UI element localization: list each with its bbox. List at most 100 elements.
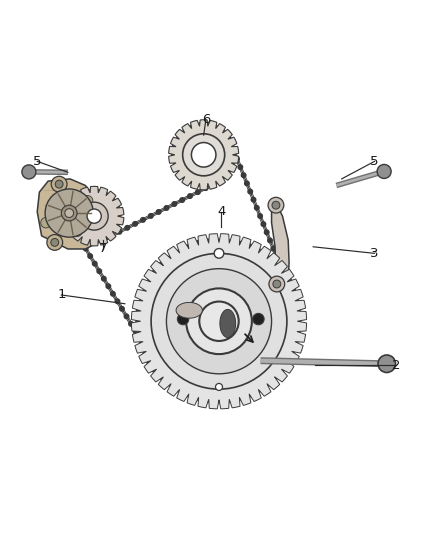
Circle shape [174, 166, 179, 171]
Circle shape [152, 359, 156, 364]
Circle shape [284, 279, 289, 284]
Circle shape [231, 239, 236, 244]
Circle shape [223, 131, 227, 136]
Circle shape [47, 235, 63, 251]
Circle shape [83, 246, 88, 251]
Circle shape [153, 269, 157, 274]
Circle shape [268, 238, 272, 243]
Circle shape [138, 301, 142, 305]
Polygon shape [272, 201, 289, 288]
Circle shape [272, 201, 280, 209]
Circle shape [276, 264, 281, 269]
Circle shape [51, 238, 59, 246]
Circle shape [133, 222, 138, 226]
Circle shape [165, 256, 170, 261]
Circle shape [125, 225, 130, 230]
Polygon shape [131, 233, 307, 409]
Circle shape [282, 271, 286, 276]
Circle shape [199, 122, 204, 127]
Circle shape [97, 269, 102, 273]
Circle shape [251, 197, 256, 202]
Circle shape [164, 380, 168, 385]
Circle shape [61, 205, 77, 221]
Circle shape [297, 312, 302, 316]
Circle shape [191, 124, 195, 129]
Circle shape [188, 194, 192, 198]
Circle shape [213, 238, 218, 243]
Circle shape [211, 182, 216, 187]
Circle shape [287, 287, 292, 292]
Circle shape [186, 179, 191, 183]
Circle shape [172, 149, 176, 154]
Circle shape [269, 276, 285, 292]
Circle shape [69, 224, 74, 229]
Circle shape [171, 151, 176, 156]
Circle shape [253, 313, 264, 325]
Circle shape [141, 217, 145, 222]
Circle shape [256, 248, 260, 253]
Circle shape [201, 122, 206, 127]
Circle shape [140, 292, 145, 297]
Circle shape [183, 128, 188, 133]
Circle shape [172, 201, 177, 206]
Circle shape [74, 231, 78, 236]
Circle shape [196, 190, 200, 195]
Circle shape [22, 165, 36, 179]
Circle shape [124, 314, 129, 319]
Circle shape [80, 202, 108, 230]
Circle shape [147, 360, 152, 365]
Polygon shape [220, 310, 236, 337]
Circle shape [291, 295, 295, 300]
Circle shape [143, 352, 148, 357]
Circle shape [210, 123, 215, 128]
Circle shape [378, 355, 396, 373]
Circle shape [231, 155, 236, 160]
Circle shape [294, 303, 299, 308]
Circle shape [51, 176, 67, 192]
Circle shape [271, 246, 276, 251]
Circle shape [67, 207, 72, 212]
Circle shape [177, 313, 189, 325]
Circle shape [294, 294, 298, 299]
Circle shape [241, 173, 246, 177]
Text: 2: 2 [392, 359, 401, 372]
Circle shape [296, 303, 300, 308]
Circle shape [107, 234, 112, 239]
Circle shape [180, 198, 184, 203]
Circle shape [258, 214, 262, 219]
Polygon shape [176, 302, 202, 318]
Circle shape [245, 181, 249, 185]
Circle shape [151, 253, 287, 389]
Circle shape [268, 197, 284, 213]
Circle shape [45, 189, 93, 237]
Circle shape [190, 166, 195, 170]
Circle shape [164, 206, 169, 210]
Circle shape [148, 277, 152, 281]
Circle shape [87, 209, 101, 223]
Circle shape [240, 241, 244, 246]
Circle shape [199, 302, 239, 341]
Circle shape [161, 374, 165, 379]
Circle shape [156, 209, 161, 214]
Circle shape [88, 254, 92, 259]
Circle shape [214, 178, 218, 182]
Text: 5: 5 [33, 155, 42, 168]
Circle shape [188, 244, 192, 248]
Circle shape [265, 230, 269, 235]
Circle shape [173, 142, 177, 147]
Circle shape [211, 181, 215, 185]
Circle shape [65, 209, 74, 217]
Circle shape [179, 173, 184, 177]
Circle shape [193, 124, 197, 128]
Circle shape [71, 199, 76, 204]
Circle shape [110, 196, 114, 200]
Circle shape [129, 321, 133, 326]
Circle shape [138, 240, 300, 402]
Circle shape [216, 126, 220, 131]
Circle shape [144, 284, 148, 289]
Circle shape [205, 239, 209, 244]
Circle shape [140, 344, 144, 349]
Circle shape [120, 306, 124, 311]
Circle shape [191, 142, 216, 167]
Circle shape [186, 288, 252, 354]
